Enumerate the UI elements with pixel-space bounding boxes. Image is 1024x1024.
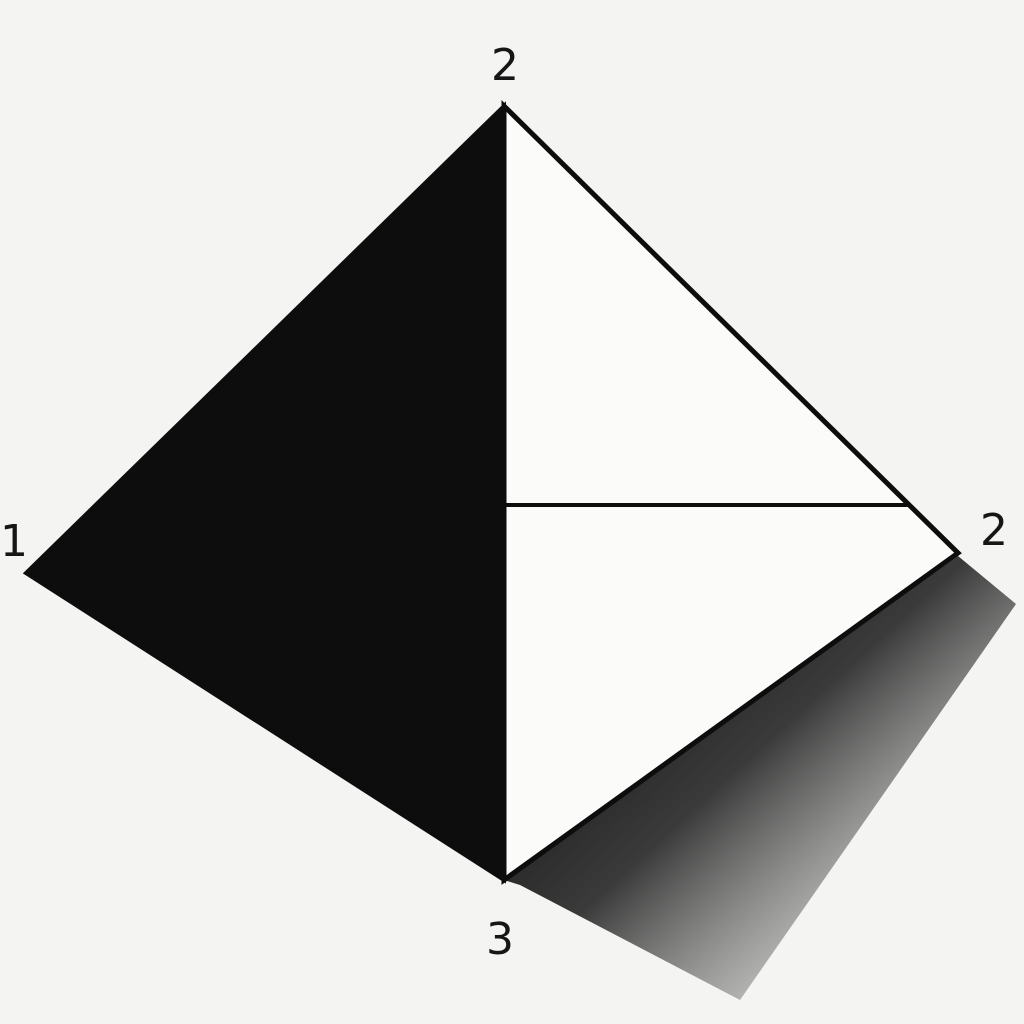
- vertex-label-top: 2: [491, 40, 519, 91]
- vertex-label-left: 1: [0, 516, 28, 567]
- dark-face: [22, 101, 506, 884]
- vertex-label-right: 2: [980, 505, 1008, 556]
- cast-shadow: [504, 556, 1016, 1000]
- vertex-label-bottom: 3: [486, 914, 514, 965]
